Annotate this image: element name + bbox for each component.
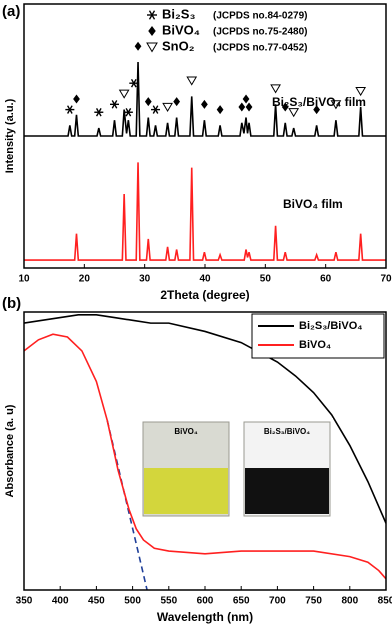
x-tick-label: 40: [199, 274, 211, 285]
phase-name: BiVO₄: [162, 22, 200, 37]
x-axis-title: Wavelength (nm): [157, 610, 253, 624]
series-line: [24, 313, 386, 524]
x-tick-label: 600: [197, 596, 214, 607]
x-tick-label: 650: [233, 596, 250, 607]
triangle-marker: [118, 89, 130, 99]
series-label: Bi₂S₃/BiVO₄ film: [272, 95, 366, 109]
diamond-marker: [313, 105, 320, 115]
asterisk-marker: [151, 105, 161, 114]
plot-frame: [23, 3, 387, 269]
inset-label: Bi₂S₃/BiVO₄: [264, 427, 310, 436]
x-tick-label: 20: [79, 274, 91, 285]
diamond-marker: [201, 99, 208, 109]
x-tick-label: 30: [139, 274, 151, 285]
x-tick-label: 800: [341, 596, 358, 607]
diamond-marker: [216, 105, 224, 115]
legend-label: BiVO₄: [299, 339, 331, 351]
asterisk-stroke: [130, 78, 137, 88]
x-tick-label: 450: [88, 596, 105, 607]
series-label: BiVO₄ film: [283, 197, 343, 211]
y-axis-title: Absorbance (a. u): [4, 404, 16, 497]
x-axis-title: 2Theta (degree): [160, 288, 249, 302]
inset-label: BiVO₄: [174, 427, 198, 436]
phase-card: (JCPDS no.77-0452): [213, 43, 307, 54]
triangle-marker: [146, 42, 158, 53]
x-tick-label: 400: [52, 596, 69, 607]
inset-film-composite-black: [245, 468, 329, 514]
panel-label: (a): [2, 3, 20, 20]
asterisk-marker: [147, 10, 157, 20]
x-tick-label: 50: [260, 274, 272, 285]
diamond-marker: [245, 102, 253, 112]
diamond-marker: [148, 26, 156, 36]
series-line: [24, 62, 386, 137]
x-tick-label: 550: [160, 596, 177, 607]
triangle-marker: [162, 102, 173, 112]
asterisk-stroke: [148, 10, 156, 20]
x-tick-label: 750: [305, 596, 322, 607]
y-axis-title: Intensity (a.u.): [4, 98, 16, 173]
x-tick-label: 350: [16, 596, 33, 607]
triangle-marker: [288, 108, 300, 118]
x-tick-label: 60: [320, 274, 332, 285]
asterisk-marker: [129, 78, 139, 88]
legend-box: [251, 313, 385, 359]
diamond-marker: [73, 94, 80, 104]
plot-frame: [23, 311, 387, 591]
asterisk-stroke: [95, 107, 102, 117]
diamond-marker: [134, 41, 142, 51]
x-tick-label: 850: [378, 596, 392, 607]
phase-card: (JCPDS no.75-2480): [213, 27, 307, 38]
diamond-marker: [173, 97, 181, 107]
panel-label: (b): [2, 295, 21, 312]
x-tick-label: 70: [380, 274, 392, 285]
asterisk-stroke: [125, 107, 132, 117]
phase-name: SnO₂: [162, 38, 195, 53]
asterisk-stroke: [111, 100, 118, 109]
x-tick-label: 700: [269, 596, 286, 607]
series-line: [106, 420, 148, 590]
series-line: [24, 333, 386, 580]
phase-card: (JCPDS no.84-0279): [213, 11, 307, 22]
phase-name: Bi₂S₃: [162, 6, 195, 21]
x-tick-label: 500: [124, 596, 141, 607]
triangle-marker: [270, 84, 281, 94]
series-line: [24, 162, 386, 261]
triangle-marker: [330, 100, 342, 110]
diamond-marker: [281, 102, 289, 112]
asterisk-marker: [110, 100, 119, 109]
inset-film-bivo4-yellow: [144, 468, 228, 514]
diamond-marker: [238, 102, 246, 112]
asterisk-marker: [94, 107, 104, 117]
legend-label: Bi₂S₃/BiVO₄: [299, 320, 363, 332]
triangle-marker: [355, 87, 367, 97]
asterisk-stroke: [66, 105, 73, 114]
asterisk-marker: [123, 107, 133, 117]
diamond-marker: [242, 94, 250, 104]
asterisk-stroke: [152, 105, 159, 114]
x-tick-label: 10: [18, 274, 30, 285]
inset-photo: [140, 418, 333, 518]
diamond-marker: [144, 97, 152, 107]
triangle-marker: [186, 76, 198, 86]
asterisk-marker: [65, 105, 75, 114]
